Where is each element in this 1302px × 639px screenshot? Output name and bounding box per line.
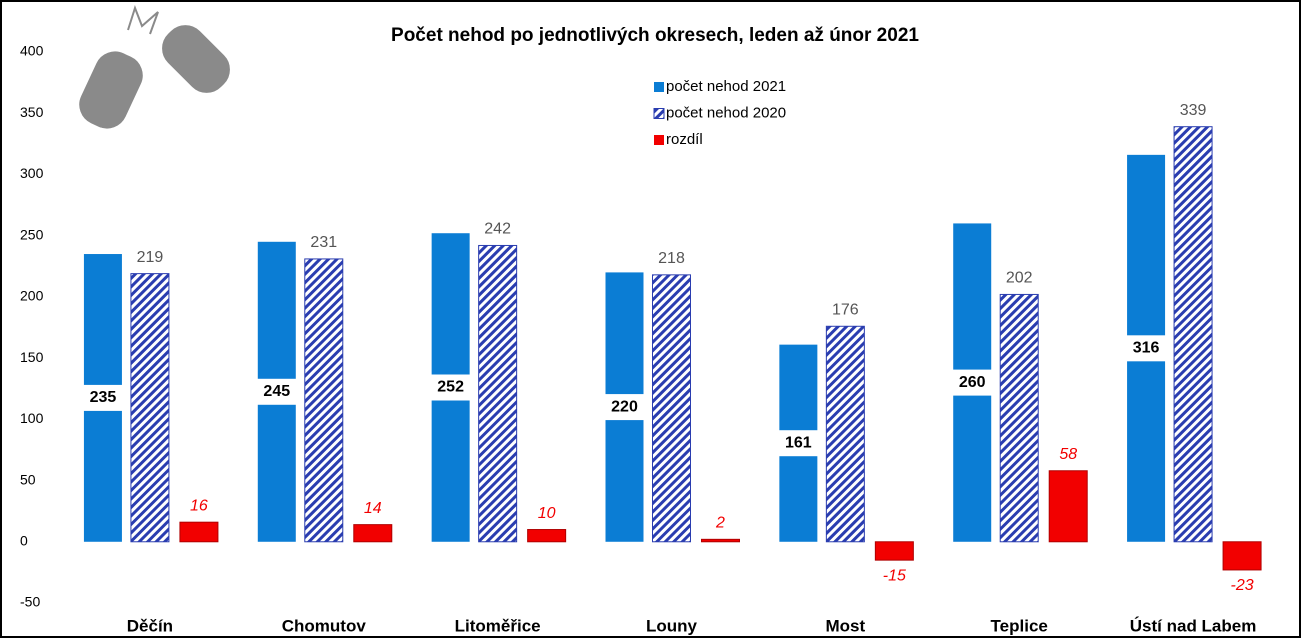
x-tick-label: Litoměřice: [455, 616, 541, 635]
value-label-bg: [951, 369, 994, 396]
value-label: 316: [1133, 340, 1160, 357]
legend-swatch: [654, 135, 664, 145]
bar: [179, 521, 219, 543]
y-tick-label: -50: [20, 594, 40, 610]
value-label-bg: [81, 384, 124, 411]
value-label: 245: [263, 383, 290, 400]
y-tick-label: 0: [20, 532, 28, 548]
bar: [1222, 541, 1262, 571]
bar: [652, 274, 691, 543]
bar: [701, 538, 740, 543]
bar: [130, 273, 170, 543]
chart-title: Počet nehod po jednotlivých okresech, le…: [391, 25, 919, 46]
value-label: 231: [310, 234, 337, 251]
bar: [825, 325, 865, 543]
value-label: -23: [1231, 577, 1254, 594]
bar: [999, 293, 1039, 543]
value-label-bg: [1125, 335, 1168, 362]
value-label-bg: [255, 378, 298, 405]
car-icon: [76, 4, 233, 132]
value-label: 235: [90, 389, 117, 406]
value-label: 14: [364, 500, 382, 517]
y-tick-label: 250: [20, 226, 44, 242]
bar: [304, 258, 344, 543]
bar: [874, 541, 914, 561]
legend-label: počet nehod 2020: [666, 104, 786, 121]
bar: [1173, 126, 1213, 543]
bar: [1048, 470, 1088, 543]
bar: [527, 529, 567, 543]
x-tick-label: Chomutov: [282, 616, 367, 635]
value-label: 161: [785, 434, 812, 451]
x-tick-label: Louny: [646, 616, 698, 635]
value-label-bg: [429, 374, 472, 401]
value-label: -15: [883, 567, 906, 584]
value-label: 10: [538, 505, 556, 522]
value-label: 58: [1059, 446, 1077, 463]
value-label-bg: [603, 394, 646, 421]
legend-swatch: [653, 108, 665, 119]
legend-label: počet nehod 2021: [666, 78, 786, 95]
y-tick-label: 100: [20, 410, 44, 426]
value-label: 202: [1006, 270, 1033, 287]
y-tick-label: 400: [20, 43, 44, 59]
value-label: 220: [611, 398, 638, 415]
y-tick-label: 200: [20, 288, 44, 304]
y-tick-label: 300: [20, 165, 44, 181]
x-tick-label: Most: [826, 616, 866, 635]
x-tick-label: Děčín: [127, 616, 173, 635]
value-label: 242: [484, 221, 511, 238]
legend-label: rozdíl: [666, 131, 703, 148]
value-label: 2: [715, 515, 725, 532]
legend-swatch: [654, 82, 664, 92]
y-tick-label: 350: [20, 104, 44, 120]
value-label: 252: [437, 379, 464, 396]
value-label: 219: [137, 249, 164, 266]
bar: [353, 524, 393, 543]
y-tick-label: 50: [20, 471, 36, 487]
value-label: 339: [1180, 102, 1207, 119]
value-label: 218: [658, 250, 685, 267]
x-tick-label: Teplice: [991, 616, 1048, 635]
value-label-bg: [777, 430, 820, 457]
x-tick-label: Ústí nad Labem: [1130, 616, 1257, 635]
y-tick-label: 150: [20, 349, 44, 365]
bar: [478, 244, 518, 543]
value-label: 260: [959, 374, 986, 391]
value-label: 176: [832, 301, 859, 318]
value-label: 16: [190, 497, 208, 514]
